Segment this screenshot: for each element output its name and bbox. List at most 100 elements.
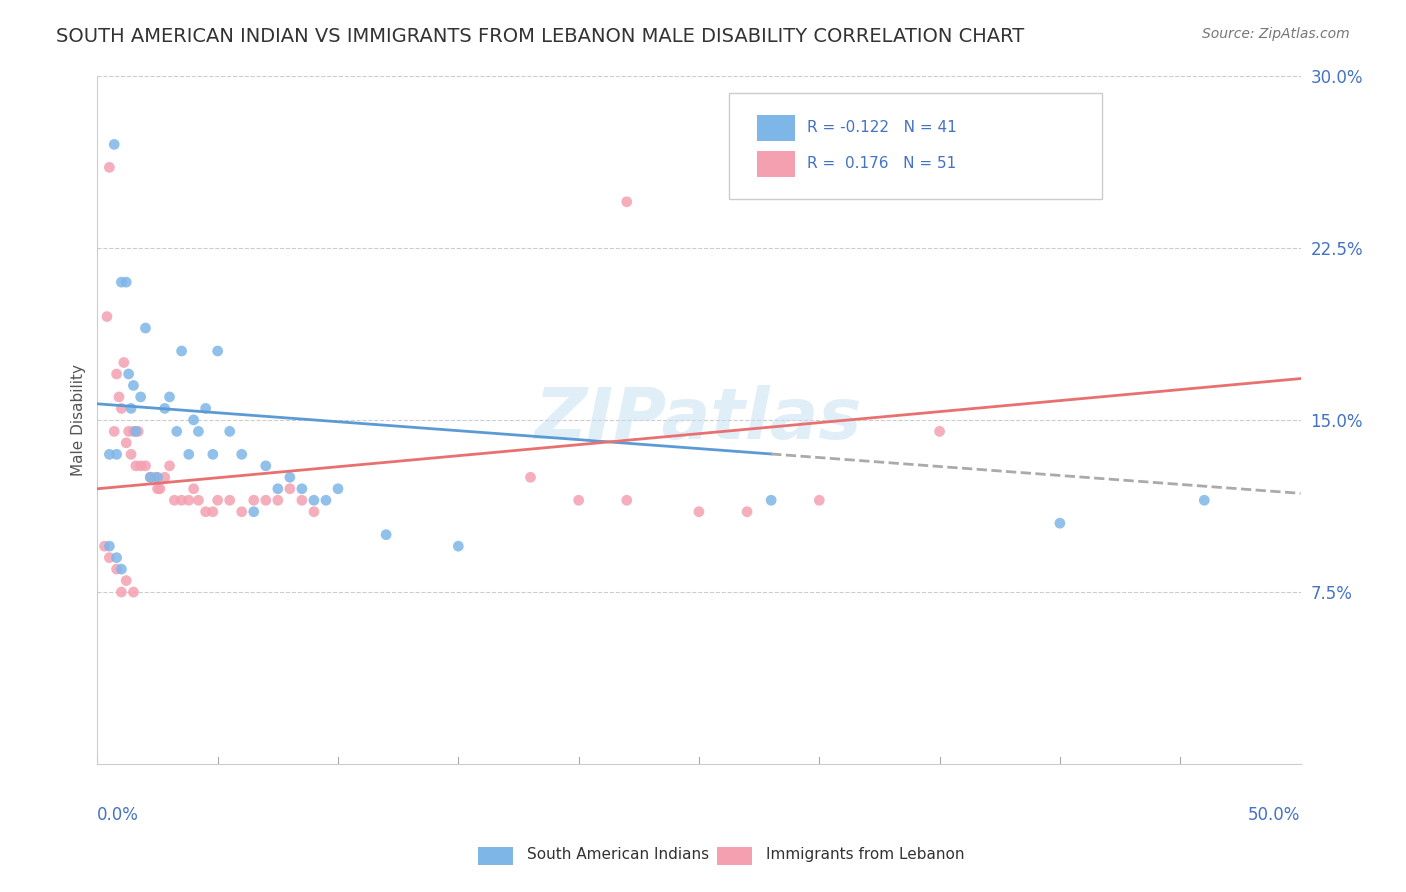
Point: [267, 493, 290, 508]
Point: [143, 470, 166, 484]
Point: [108, 390, 131, 404]
Point: [115, 275, 138, 289]
Text: South American Indians: South American Indians: [527, 847, 710, 862]
Point: [93, 539, 115, 553]
Point: [149, 482, 172, 496]
Point: [146, 482, 169, 496]
Point: [201, 447, 224, 461]
Point: [177, 447, 200, 461]
Point: [207, 344, 229, 359]
Point: [159, 458, 181, 473]
Point: [231, 447, 253, 461]
Point: [129, 390, 152, 404]
Point: [146, 470, 169, 484]
Point: [122, 425, 145, 439]
Point: [125, 425, 148, 439]
Point: [115, 574, 138, 588]
Point: [267, 482, 290, 496]
Point: [134, 321, 156, 335]
Point: [218, 425, 240, 439]
Point: [1194, 493, 1216, 508]
Point: [139, 470, 162, 484]
Point: [254, 458, 277, 473]
Point: [447, 539, 470, 553]
Point: [207, 493, 229, 508]
Point: [159, 390, 181, 404]
Point: [105, 367, 128, 381]
FancyBboxPatch shape: [730, 93, 1102, 200]
Text: SOUTH AMERICAN INDIAN VS IMMIGRANTS FROM LEBANON MALE DISABILITY CORRELATION CHA: SOUTH AMERICAN INDIAN VS IMMIGRANTS FROM…: [56, 27, 1025, 45]
Point: [96, 310, 118, 324]
Point: [254, 493, 277, 508]
Text: R =  0.176   N = 51: R = 0.176 N = 51: [807, 156, 956, 171]
Point: [326, 482, 349, 496]
FancyBboxPatch shape: [756, 151, 796, 177]
Point: [201, 505, 224, 519]
Point: [120, 401, 142, 416]
Point: [153, 470, 176, 484]
Point: [115, 435, 138, 450]
Point: [103, 425, 125, 439]
Point: [688, 505, 710, 519]
Point: [122, 585, 145, 599]
Point: [177, 493, 200, 508]
Point: [808, 493, 831, 508]
Point: [170, 493, 193, 508]
Point: [117, 367, 139, 381]
Point: [928, 425, 950, 439]
Point: [122, 378, 145, 392]
Point: [187, 493, 209, 508]
Point: [98, 161, 121, 175]
Point: [98, 550, 121, 565]
Point: [1049, 516, 1071, 531]
Point: [315, 493, 337, 508]
Y-axis label: Male Disability: Male Disability: [72, 364, 86, 476]
Point: [98, 539, 121, 553]
Point: [616, 493, 638, 508]
Point: [163, 493, 186, 508]
Point: [291, 482, 314, 496]
Point: [110, 585, 132, 599]
Point: [166, 425, 188, 439]
Point: [242, 493, 264, 508]
Point: [110, 401, 132, 416]
Point: [105, 550, 128, 565]
Point: [170, 344, 193, 359]
Point: [103, 137, 125, 152]
Point: [105, 447, 128, 461]
Text: ZIPatlas: ZIPatlas: [536, 385, 863, 454]
Point: [278, 470, 301, 484]
Point: [302, 493, 325, 508]
Point: [183, 413, 205, 427]
Point: [735, 505, 758, 519]
Point: [110, 275, 132, 289]
Point: [375, 527, 398, 541]
Point: [112, 355, 135, 369]
Point: [519, 470, 541, 484]
Point: [568, 493, 591, 508]
Point: [134, 458, 156, 473]
Point: [125, 458, 148, 473]
Text: Source: ZipAtlas.com: Source: ZipAtlas.com: [1202, 27, 1350, 41]
Point: [153, 401, 176, 416]
Point: [98, 447, 121, 461]
Text: Immigrants from Lebanon: Immigrants from Lebanon: [766, 847, 965, 862]
Text: R = -0.122   N = 41: R = -0.122 N = 41: [807, 120, 957, 136]
FancyBboxPatch shape: [756, 115, 796, 141]
Point: [194, 505, 217, 519]
Point: [183, 482, 205, 496]
Point: [105, 562, 128, 576]
Point: [302, 505, 325, 519]
Point: [127, 425, 149, 439]
Point: [139, 470, 162, 484]
Point: [117, 425, 139, 439]
Point: [120, 447, 142, 461]
Point: [242, 505, 264, 519]
Point: [110, 562, 132, 576]
Point: [278, 482, 301, 496]
Point: [129, 458, 152, 473]
Point: [187, 425, 209, 439]
Point: [616, 194, 638, 209]
Point: [218, 493, 240, 508]
Point: [291, 493, 314, 508]
